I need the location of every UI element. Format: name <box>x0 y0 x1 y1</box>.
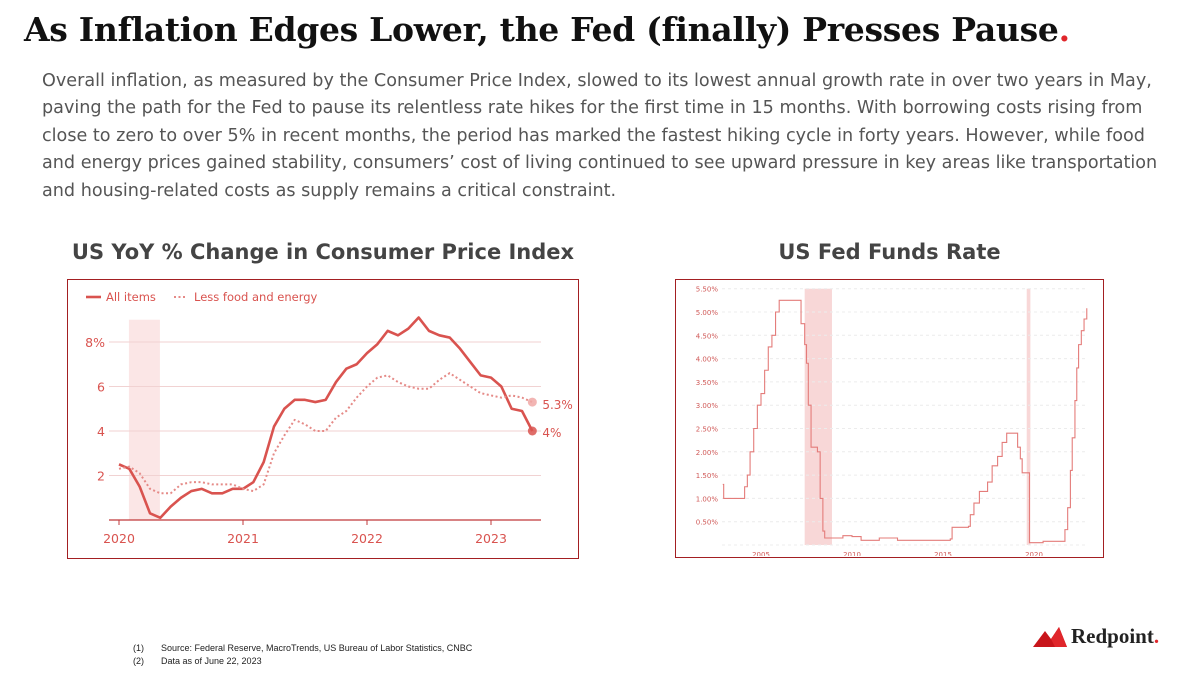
end-value-label: 4% <box>542 426 561 440</box>
mountain-logo-icon <box>1033 626 1067 647</box>
x-tick-label: 2015 <box>934 551 952 556</box>
core-cpi-line <box>118 372 533 495</box>
y-tick-label: 0.50% <box>696 519 719 527</box>
summary-paragraph: Overall inflation, as measured by the Co… <box>42 71 1158 201</box>
y-tick-label: 4.50% <box>696 332 719 340</box>
recession-shade <box>804 288 832 545</box>
y-tick-label: 3.50% <box>696 379 719 387</box>
footnote: (2) Data as of June 22, 2023 <box>133 655 472 668</box>
legend-label: Less food and energy <box>194 290 318 304</box>
y-tick-label: 6 <box>97 380 105 395</box>
logo-text: Redpoint. <box>1071 624 1159 649</box>
y-tick-label: 4 <box>97 424 105 439</box>
y-tick-label: 1.50% <box>696 472 719 480</box>
end-value-label: 5.3% <box>542 398 573 412</box>
y-tick-label: 2.50% <box>696 426 719 434</box>
y-tick-label: 4.00% <box>696 356 719 364</box>
slide-title: As Inflation Edges Lower, the Fed (final… <box>24 10 1070 49</box>
x-tick-label: 2021 <box>227 531 259 546</box>
redpoint-logo: Redpoint. <box>1033 624 1159 649</box>
y-tick-label: 5.50% <box>696 286 719 294</box>
logo-accent: . <box>1153 624 1160 648</box>
footnote-text: Source: Federal Reserve, MacroTrends, US… <box>161 643 473 653</box>
footnote: (1) Source: Federal Reserve, MacroTrends,… <box>133 642 472 655</box>
x-tick-label: 2022 <box>351 531 383 546</box>
all-items-line <box>118 316 534 520</box>
fed-funds-line <box>722 299 1088 544</box>
title-accent: . <box>1058 10 1071 49</box>
cpi-chart-title: US YoY % Change in Consumer Price Index <box>71 240 575 264</box>
x-tick-label: 2020 <box>1025 551 1043 556</box>
legend-label: All items <box>106 290 156 304</box>
y-tick-label: 3.00% <box>696 402 719 410</box>
fed-chart-title: US Fed Funds Rate <box>778 240 1001 264</box>
y-tick-label: 2.00% <box>696 449 719 457</box>
cpi-chart-svg: 2 4 6 8% 2020 2021 2022 2023 4% 5.3% All items Less… <box>85 290 573 546</box>
title-text: As Inflation Edges Lower, the Fed (final… <box>24 10 1059 49</box>
x-tick-label: 2023 <box>475 531 507 546</box>
y-tick-label: 5.00% <box>696 309 719 317</box>
end-point-marker <box>527 426 537 436</box>
y-tick-label: 8% <box>85 335 105 350</box>
x-tick-label: 2010 <box>843 551 861 556</box>
y-tick-label: 1.00% <box>696 495 719 503</box>
fed-chart-svg: 0.50% 1.00% 1.50% 2.00% 2.50% 3.00% 3.50% 4.00%… <box>696 286 1088 559</box>
fed-chart: 0.50% 1.00% 1.50% 2.00% 2.50% 3.00% 3.50% 4.00%… <box>675 279 1104 559</box>
footnote-number: (2) <box>133 656 144 666</box>
recession-shade <box>1026 288 1031 545</box>
x-tick-label: 2020 <box>103 531 135 546</box>
x-tick-label: 2005 <box>752 551 770 556</box>
logo-name: Redpoint <box>1071 624 1154 648</box>
end-point-marker <box>527 397 537 407</box>
footnotes: (1) Source: Federal Reserve, MacroTrends,… <box>133 642 472 668</box>
y-tick-label: 2 <box>97 469 105 484</box>
recession-shade <box>128 319 160 520</box>
footnote-number: (1) <box>133 643 144 653</box>
footnote-text: Data as of June 22, 2023 <box>161 656 262 666</box>
cpi-chart: 2 4 6 8% 2020 2021 2022 2023 4% 5.3% All items Less… <box>67 279 579 559</box>
